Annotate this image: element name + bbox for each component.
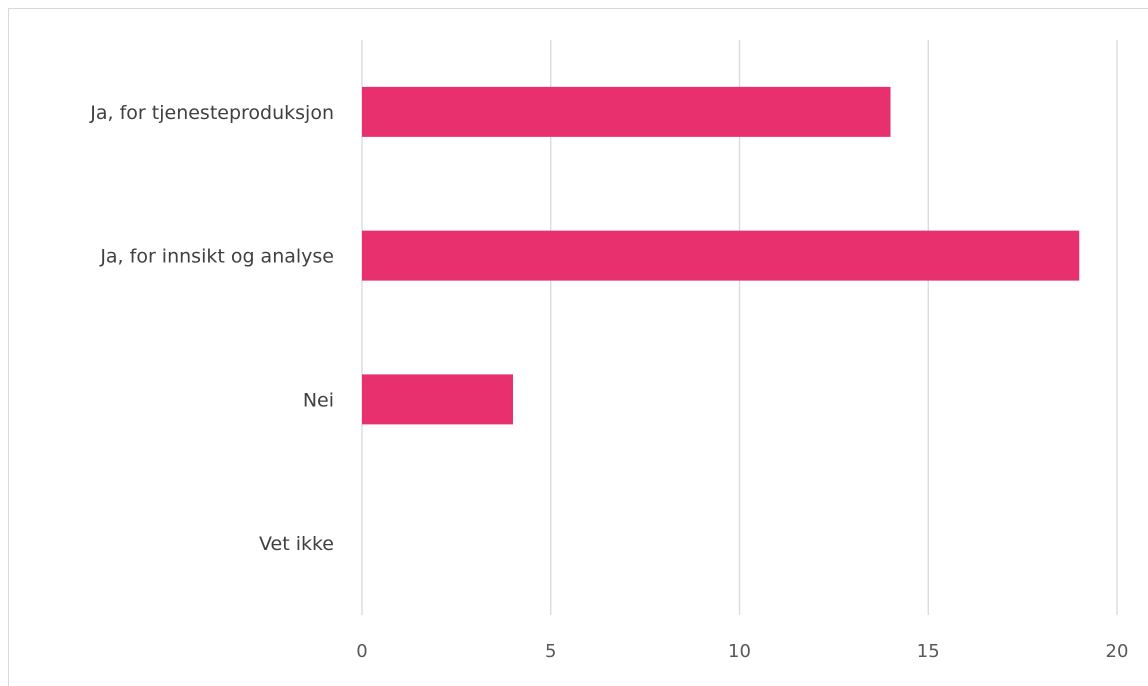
category-labels: Ja, for tjenesteproduksjon Ja, for innsik…	[89, 102, 334, 555]
x-tick-label: 0	[356, 641, 367, 662]
chart-frame	[8, 8, 1148, 686]
category-label: Nei	[303, 389, 334, 411]
category-label: Ja, for tjenesteproduksjon	[89, 102, 334, 124]
bars	[362, 86, 1080, 425]
bar	[362, 230, 1080, 281]
x-tick-label: 15	[917, 641, 940, 662]
bar	[362, 86, 891, 137]
x-tick-label: 20	[1106, 641, 1129, 662]
x-tick-label: 10	[728, 641, 751, 662]
bar	[362, 374, 513, 425]
category-label: Ja, for innsikt og analyse	[99, 246, 334, 268]
x-tick-label: 5	[545, 641, 556, 662]
x-axis-tick-labels: 0 5 10 15 20	[356, 641, 1128, 662]
category-label: Vet ikke	[259, 533, 334, 555]
